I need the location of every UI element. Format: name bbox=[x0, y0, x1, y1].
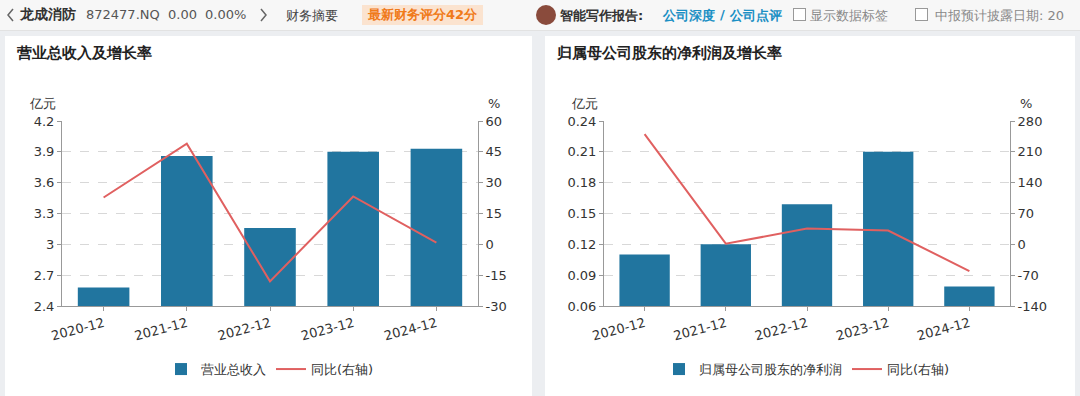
svg-text:亿元: 亿元 bbox=[29, 96, 56, 111]
svg-text:0.21: 0.21 bbox=[567, 144, 596, 159]
svg-text:210: 210 bbox=[1018, 144, 1043, 159]
html-text:公司深度 / 公司点评: 公司深度 / 公司点评 bbox=[663, 7, 782, 23]
svg-text:280: 280 bbox=[1018, 114, 1043, 129]
svg-text:60: 60 bbox=[486, 114, 503, 129]
svg-text:3.9: 3.9 bbox=[34, 144, 55, 159]
html-text:龙成消防: 龙成消防 bbox=[20, 6, 76, 22]
html-text:中报预计披露日期: 20: 中报预计披露日期: 20 bbox=[935, 8, 1065, 23]
svg-text:-140: -140 bbox=[1018, 299, 1048, 314]
svg-text:-30: -30 bbox=[486, 299, 507, 314]
svg-text:2023-12: 2023-12 bbox=[834, 315, 890, 344]
svg-text:0.15: 0.15 bbox=[567, 206, 596, 221]
html-text:最新财务评分42分: 最新财务评分42分 bbox=[368, 7, 478, 22]
svg-text:45: 45 bbox=[486, 144, 503, 159]
svg-text:同比(右轴): 同比(右轴) bbox=[311, 362, 373, 377]
svg-text:-70: -70 bbox=[1018, 268, 1039, 283]
svg-text:0.18: 0.18 bbox=[567, 175, 596, 190]
svg-text:0.24: 0.24 bbox=[567, 114, 596, 129]
svg-text:%: % bbox=[1020, 96, 1032, 111]
svg-text:2023-12: 2023-12 bbox=[299, 315, 355, 344]
svg-text:2024-12: 2024-12 bbox=[915, 315, 971, 344]
svg-text:同比(右轴): 同比(右轴) bbox=[887, 362, 949, 377]
svg-text:70: 70 bbox=[1018, 206, 1035, 221]
svg-text:2024-12: 2024-12 bbox=[382, 315, 438, 344]
svg-text:归属母公司股东的净利润: 归属母公司股东的净利润 bbox=[699, 362, 842, 377]
svg-text:0: 0 bbox=[1018, 237, 1026, 252]
svg-text:-15: -15 bbox=[486, 268, 507, 283]
html-text:财务摘要: 财务摘要 bbox=[286, 8, 338, 23]
svg-text:30: 30 bbox=[486, 175, 503, 190]
svg-text:15: 15 bbox=[486, 206, 503, 221]
svg-text:2022-12: 2022-12 bbox=[216, 315, 272, 344]
html-text:智能写作报告:: 智能写作报告: bbox=[560, 8, 644, 23]
svg-text:2.7: 2.7 bbox=[34, 268, 55, 283]
svg-text:2020-12: 2020-12 bbox=[591, 315, 647, 344]
svg-text:2.4: 2.4 bbox=[34, 299, 55, 314]
html-text:营业总收入及增长率: 营业总收入及增长率 bbox=[17, 44, 152, 62]
svg-text:3: 3 bbox=[46, 237, 54, 252]
html-text:0.00: 0.00 bbox=[168, 7, 197, 22]
html-text:872477.NQ: 872477.NQ bbox=[86, 7, 160, 22]
svg-text:4.2: 4.2 bbox=[34, 114, 55, 129]
svg-text:2022-12: 2022-12 bbox=[753, 315, 809, 344]
svg-text:0.09: 0.09 bbox=[567, 268, 596, 283]
html-text:0.00%: 0.00% bbox=[205, 7, 247, 22]
svg-text:0.06: 0.06 bbox=[567, 299, 596, 314]
svg-text:140: 140 bbox=[1018, 175, 1043, 190]
svg-text:营业总收入: 营业总收入 bbox=[201, 362, 266, 377]
svg-text:3.6: 3.6 bbox=[34, 175, 55, 190]
svg-text:2021-12: 2021-12 bbox=[672, 315, 728, 344]
svg-text:亿元: 亿元 bbox=[571, 96, 598, 111]
html-text:显示数据标签: 显示数据标签 bbox=[810, 8, 888, 23]
svg-text:2021-12: 2021-12 bbox=[133, 315, 189, 344]
svg-text:%: % bbox=[488, 96, 500, 111]
svg-text:0: 0 bbox=[486, 237, 494, 252]
svg-text:2020-12: 2020-12 bbox=[50, 315, 106, 344]
html-text:归属母公司股东的净利润及增长率: 归属母公司股东的净利润及增长率 bbox=[557, 44, 782, 62]
svg-text:3.3: 3.3 bbox=[34, 206, 55, 221]
svg-text:0.12: 0.12 bbox=[567, 237, 596, 252]
